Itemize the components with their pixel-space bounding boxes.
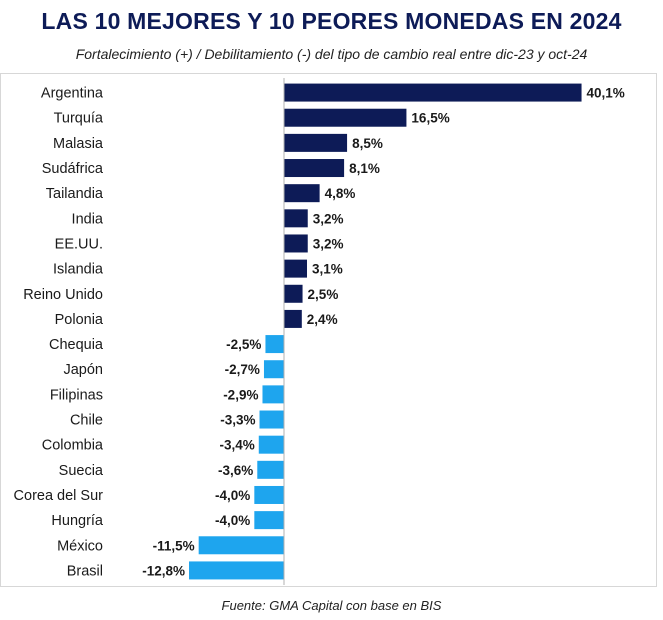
bar-chart: Argentina 40,1% Turquía 16,5% Malasia 8,5% Sud… <box>14 78 625 585</box>
bar-argentina <box>284 83 582 102</box>
category-label: Corea del Sur <box>14 488 104 504</box>
category-label: Brasil <box>67 563 103 579</box>
bar-m-xico <box>198 536 284 555</box>
bar-reino-unido <box>284 284 303 303</box>
data-label: -2,7% <box>225 362 260 377</box>
bar-islandia <box>284 259 308 278</box>
category-label: EE.UU. <box>55 236 103 252</box>
category-label: Polonia <box>55 312 104 328</box>
bar-jap-n <box>263 360 284 379</box>
data-label: 2,5% <box>308 287 339 302</box>
bar-turqu-a <box>284 108 407 127</box>
data-label: -11,5% <box>153 538 195 553</box>
bar-chequia <box>265 335 284 354</box>
bar-brasil <box>189 561 284 580</box>
category-label: Hungría <box>51 513 104 529</box>
bar-malasia <box>284 133 348 152</box>
data-label: -4,0% <box>215 513 250 528</box>
data-label: 40,1% <box>587 86 625 101</box>
category-label: Tailandia <box>46 186 104 202</box>
data-label: -3,4% <box>219 438 254 453</box>
data-label: 3,1% <box>312 262 343 277</box>
bar-filipinas <box>262 385 284 404</box>
data-label: -2,9% <box>223 387 258 402</box>
bar-hungr-a <box>254 511 284 530</box>
category-label: Filipinas <box>50 387 103 403</box>
category-label: Islandia <box>53 262 104 278</box>
data-label: 3,2% <box>313 211 344 226</box>
data-label: -4,0% <box>215 488 250 503</box>
category-label: India <box>72 211 104 227</box>
data-label: 2,4% <box>307 312 338 327</box>
bar-polonia <box>284 309 302 328</box>
category-label: Sudáfrica <box>42 161 104 177</box>
chart-title: LAS 10 MEJORES Y 10 PEORES MONEDAS EN 20… <box>41 8 622 34</box>
category-label: Colombia <box>42 438 104 454</box>
category-label: Japón <box>63 362 103 378</box>
bar-ee-uu- <box>284 234 308 253</box>
data-label: 3,2% <box>313 236 344 251</box>
data-label: 4,8% <box>325 186 356 201</box>
bar-corea-del-sur <box>254 485 284 504</box>
category-label: México <box>57 538 103 554</box>
data-label: 16,5% <box>411 111 449 126</box>
data-label: -3,3% <box>220 413 255 428</box>
bar-suecia <box>257 460 284 479</box>
bar-colombia <box>258 435 284 454</box>
bar-india <box>284 209 308 228</box>
data-label: 8,1% <box>349 161 380 176</box>
category-label: Chile <box>70 413 103 429</box>
category-label: Suecia <box>59 463 104 479</box>
data-label: -12,8% <box>142 563 185 578</box>
bar-sud-frica <box>284 159 345 178</box>
chart-frame: Argentina 40,1% Turquía 16,5% Malasia 8,5% Sud… <box>0 73 657 587</box>
data-label: 8,5% <box>352 136 383 151</box>
data-label: -2,5% <box>226 337 261 352</box>
category-label: Argentina <box>41 86 104 102</box>
category-label: Chequia <box>49 337 104 353</box>
data-label: -3,6% <box>218 463 253 478</box>
category-label: Reino Unido <box>23 287 103 303</box>
chart-source: Fuente: GMA Capital con base en BIS <box>221 598 442 613</box>
chart-subtitle: Fortalecimiento (+) / Debilitamiento (-)… <box>75 46 588 62</box>
category-label: Turquía <box>54 111 104 127</box>
category-label: Malasia <box>53 136 104 152</box>
bar-tailandia <box>284 184 320 203</box>
bar-chile <box>259 410 284 429</box>
